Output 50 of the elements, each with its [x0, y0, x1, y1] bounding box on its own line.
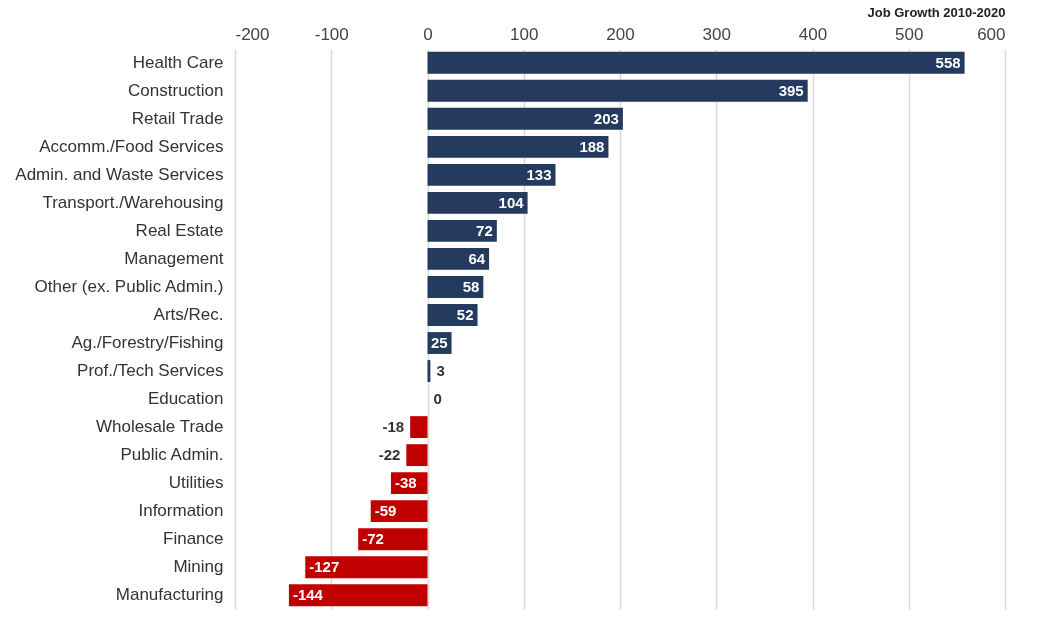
x-tick-label: 200 — [606, 24, 635, 44]
data-label: 104 — [498, 193, 525, 211]
x-tick-label: 0 — [423, 24, 433, 44]
y-tick-label: Public Admin. — [120, 445, 224, 465]
y-tick-label: Other (ex. Public Admin.) — [34, 276, 224, 296]
y-tick-label: Management — [124, 248, 224, 268]
y-tick-label: Prof./Tech Services — [77, 361, 224, 381]
y-tick-label: Construction — [128, 80, 224, 100]
y-tick-label: Health Care — [132, 52, 224, 72]
data-label: 203 — [593, 109, 619, 127]
y-tick-label: Wholesale Trade — [95, 417, 224, 437]
data-label: 25 — [430, 334, 448, 352]
x-axis-title: Job Growth 2010-2020 — [867, 4, 1006, 20]
data-label: 58 — [462, 277, 480, 295]
x-tick-label: 400 — [798, 24, 828, 44]
y-tick-label: Ag./Forestry/Fishing — [71, 333, 224, 353]
data-label: 0 — [433, 390, 442, 408]
y-tick-label: Mining — [173, 557, 224, 577]
y-tick-label: Transport./Warehousing — [42, 192, 224, 212]
x-tick-label: -100 — [314, 24, 349, 44]
data-label: 188 — [579, 137, 605, 155]
data-label: -22 — [378, 446, 401, 464]
x-tick-label: 100 — [510, 24, 539, 44]
x-tick-label: 500 — [895, 24, 924, 44]
data-label: -127 — [309, 558, 340, 576]
data-label: -18 — [382, 418, 405, 436]
data-label: -144 — [292, 586, 324, 604]
data-label: 395 — [778, 81, 804, 99]
data-label: -72 — [362, 530, 384, 548]
data-label: 558 — [935, 53, 961, 71]
y-tick-label: Utilities — [168, 473, 224, 493]
data-label: 72 — [476, 221, 493, 239]
x-tick-label: -200 — [235, 24, 270, 44]
y-tick-label: Finance — [163, 529, 224, 549]
y-tick-label: Admin. and Waste Services — [15, 164, 224, 184]
data-label: 64 — [468, 249, 486, 267]
y-tick-label: Education — [147, 389, 224, 409]
y-tick-label: Information — [138, 501, 224, 521]
y-tick-label: Accomm./Food Services — [39, 136, 224, 156]
data-label: 52 — [456, 305, 474, 323]
y-tick-label: Retail Trade — [131, 108, 224, 128]
y-tick-label: Real Estate — [135, 220, 224, 240]
y-tick-label: Arts/Rec. — [153, 304, 224, 324]
data-label: -38 — [394, 474, 417, 492]
x-tick-label: 300 — [702, 24, 731, 44]
x-tick-label: 600 — [977, 24, 1006, 44]
data-label: 133 — [526, 165, 552, 183]
data-label: -59 — [374, 502, 397, 520]
data-label: 3 — [436, 362, 445, 380]
y-tick-label: Manufacturing — [115, 585, 224, 605]
